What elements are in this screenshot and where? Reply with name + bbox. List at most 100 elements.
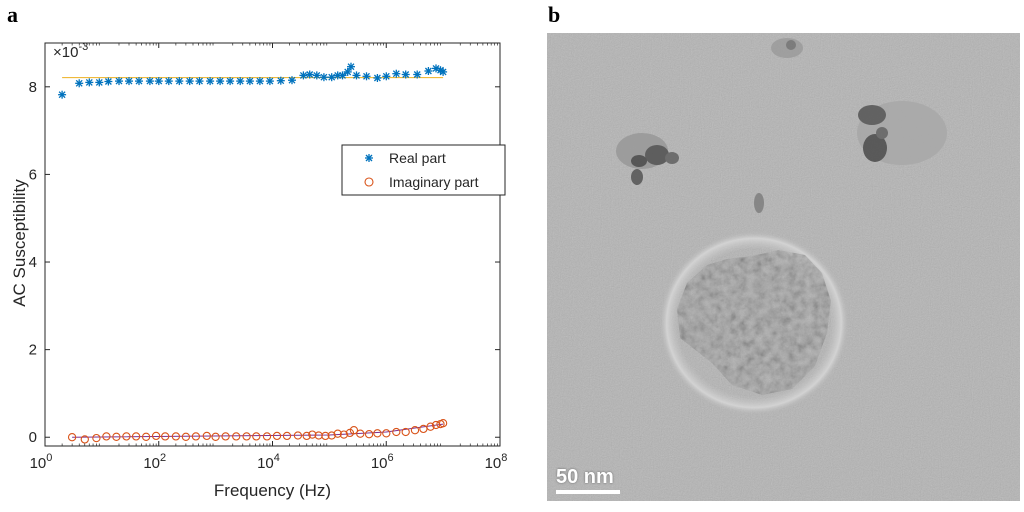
data-point-real [392,69,401,78]
data-point-imaginary [410,426,420,435]
data-point-real [236,77,245,86]
y-tick-label: 8 [29,79,37,96]
data-point-real [95,78,104,87]
data-point-real [216,77,225,86]
data-point-real [401,70,410,79]
data-point-real [164,77,173,86]
legend-label-imaginary: Imaginary part [389,174,479,190]
data-point-real [206,77,215,86]
data-point-real [104,77,113,86]
data-point-real [115,77,123,86]
x-tick-label: 100 [30,452,53,472]
data-point-imaginary [438,419,448,428]
data-point-real [413,70,422,79]
data-point-real [175,77,184,86]
data-point-imaginary [327,431,336,440]
scale-bar [556,490,620,494]
y-exponent-label: ×10-3 [53,41,88,61]
data-point-imaginary [202,431,211,441]
small-cluster-top-left [616,133,679,185]
data-point-real [299,71,308,80]
data-point-real [145,77,154,86]
data-point-imaginary [426,422,435,431]
data-point-imaginary [161,432,170,441]
data-point-real [276,76,285,85]
data-point-imaginary [364,430,374,439]
data-point-imaginary [321,431,330,441]
data-point-real [347,62,355,71]
data-point-real [255,77,264,86]
legend-marker-real [365,154,373,162]
data-point-real [58,90,67,99]
data-point-real [338,71,347,80]
data-point-real [373,74,382,82]
data-point-imaginary [282,431,292,441]
data-point-imaginary [122,432,131,441]
data-point-real [362,72,371,81]
legend-marker-imaginary [364,177,374,187]
legend: Real part Imaginary part [341,144,506,196]
data-point-imaginary [401,427,410,437]
ac-susceptibility-chart: 100 102 104 106 108 0 2 4 6 8 ×10-3 Frequency (H… [10,41,508,500]
data-point-real [382,72,391,81]
data-point-imaginary [349,426,359,435]
data-point-imaginary [308,430,317,439]
data-point-real [327,73,336,82]
data-point-real [245,77,254,86]
data-point-imaginary [131,432,141,441]
y-axis-label: AC Susceptibility [10,179,29,307]
data-point-imaginary [181,432,191,441]
data-point-imaginary [339,430,349,439]
data-point-real [185,77,194,86]
small-cluster-top-right [857,101,947,165]
data-point-real [288,76,296,85]
data-point-imaginary [333,429,342,438]
data-point-imaginary [151,431,161,441]
data-point-imaginary [141,432,151,441]
y-tick-label: 4 [29,254,37,271]
data-point-real [125,77,133,86]
data-point-imaginary [191,432,201,441]
x-axis-label: Frequency (Hz) [214,481,331,500]
data-point-imaginary [252,432,261,441]
data-point-imaginary [293,431,303,440]
x-tick-label: 104 [257,452,280,472]
data-point-imaginary [302,431,311,441]
legend-box [341,144,506,196]
data-point-real [265,77,274,86]
data-point-imaginary [262,432,272,441]
data-point-imaginary [221,432,230,441]
data-point-real [85,78,94,87]
tem-micrograph: 50 nm [547,33,1020,501]
small-cluster-top [754,38,803,213]
data-point-imaginary [171,432,181,441]
data-point-imaginary [211,432,220,441]
data-point-real [439,67,448,76]
data-point-imaginary [242,432,251,441]
data-point-imaginary [67,433,77,442]
data-point-imaginary [356,429,365,438]
x-tick-label: 102 [143,452,166,472]
x-tick-label: 108 [485,452,508,472]
data-point-real [75,79,84,88]
data-point-real [312,71,321,80]
data-point-imaginary [382,429,391,438]
tem-image [547,33,1020,501]
x-tick-label: 106 [371,452,394,472]
y-tick-label: 2 [29,342,37,359]
series-real-part [58,62,448,99]
legend-label-real: Real part [389,150,446,166]
y-exponent-base: ×10 [53,44,78,61]
data-point-imaginary [373,429,382,438]
data-point-imaginary [272,431,282,441]
data-point-real [352,71,361,80]
data-point-imaginary [80,435,89,444]
series-imaginary-part [67,419,448,444]
data-point-real [195,77,204,86]
data-point-imaginary [392,427,401,437]
data-point-real [135,77,143,86]
y-exponent-power: -3 [78,41,88,53]
data-point-real [154,77,163,86]
scale-bar-label: 50 nm [556,466,614,488]
